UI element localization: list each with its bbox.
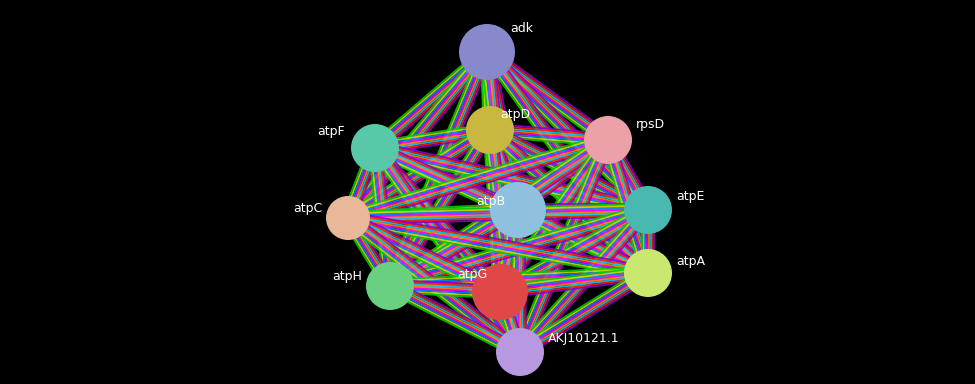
- Circle shape: [466, 106, 514, 154]
- Circle shape: [472, 264, 528, 320]
- Text: atpH: atpH: [332, 270, 362, 283]
- Circle shape: [326, 196, 370, 240]
- Text: adk: adk: [510, 22, 533, 35]
- Text: atpG: atpG: [457, 268, 488, 281]
- Text: atpE: atpE: [676, 190, 704, 203]
- Circle shape: [624, 249, 672, 297]
- Text: atpB: atpB: [476, 195, 505, 208]
- Circle shape: [490, 182, 546, 238]
- Text: atpC: atpC: [292, 202, 322, 215]
- Circle shape: [624, 186, 672, 234]
- Circle shape: [496, 328, 544, 376]
- Circle shape: [366, 262, 414, 310]
- Text: rpsD: rpsD: [636, 118, 665, 131]
- Text: atpA: atpA: [676, 255, 705, 268]
- Circle shape: [459, 24, 515, 80]
- Circle shape: [351, 124, 399, 172]
- Circle shape: [584, 116, 632, 164]
- Text: atpD: atpD: [500, 108, 530, 121]
- Text: AKJ10121.1: AKJ10121.1: [548, 332, 620, 345]
- Text: atpF: atpF: [318, 125, 345, 138]
